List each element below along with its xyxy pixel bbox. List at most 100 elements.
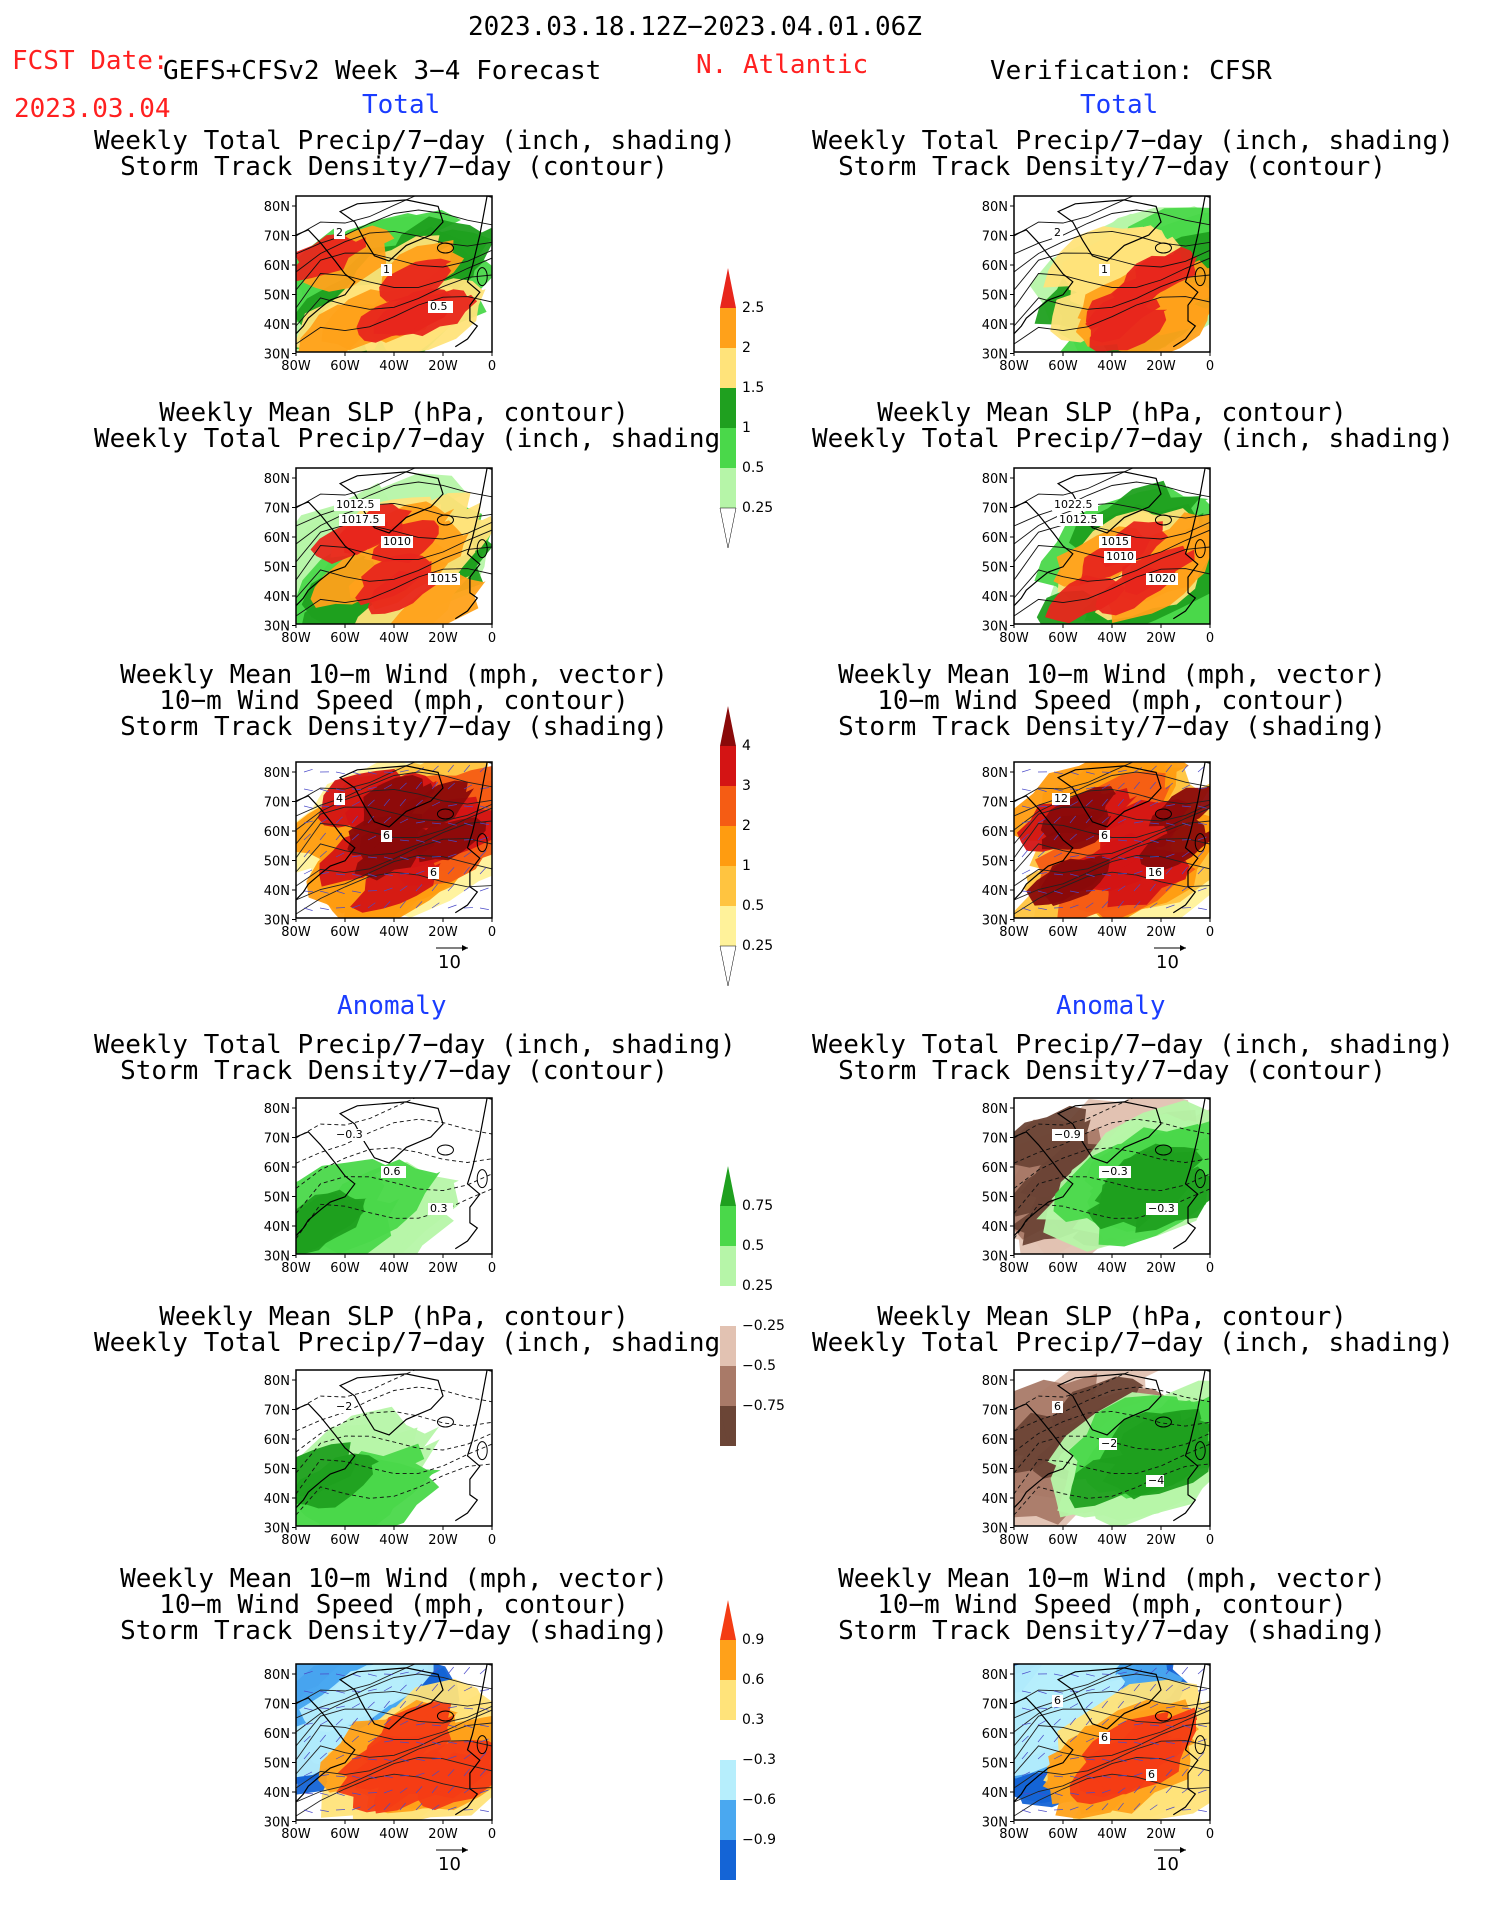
panel-title-oa_slp_precip: Weekly Mean SLP (hPa, contour)	[877, 1302, 1347, 1332]
lat-tick-label: 60N	[982, 1161, 1008, 1176]
lon-tick-label: 0	[488, 1533, 496, 1548]
contour-label: −0.3	[1148, 1202, 1175, 1215]
colorbar-label: 0.5	[742, 1238, 764, 1254]
lat-tick-label: 70N	[982, 1132, 1008, 1147]
panel-title-fa_wind_track: Storm Track Density/7−day (shading)	[120, 1616, 668, 1646]
lon-tick-label: 60W	[1048, 631, 1078, 646]
lat-tick-label: 80N	[264, 1102, 290, 1117]
lat-tick-label: 40N	[982, 1220, 1008, 1235]
lon-tick-label: 40W	[379, 631, 409, 646]
lon-tick-label: 0	[1206, 631, 1214, 646]
lat-tick-label: 60N	[264, 1161, 290, 1176]
colorbar-label: −0.75	[742, 1398, 785, 1414]
lat-tick-label: 80N	[982, 766, 1008, 781]
panel-title-fc_wind_track: 10−m Wind Speed (mph, contour)	[159, 686, 629, 716]
model-label: GEFS+CFSv2 Week 3−4 Forecast	[163, 56, 602, 86]
colorbar-label: −0.3	[742, 1752, 776, 1768]
lat-tick-label: 30N	[264, 348, 290, 363]
lat-tick-label: 30N	[264, 1816, 290, 1831]
colorbar-precip_total: 2.5 2 1.5 1 0.5 0.25	[719, 268, 773, 549]
lat-tick-label: 30N	[982, 1522, 1008, 1537]
panel-title-ob_wind_track: Weekly Mean 10−m Wind (mph, vector)	[838, 660, 1386, 690]
lon-tick-label: 0	[1206, 1261, 1214, 1276]
lat-tick-label: 30N	[982, 1250, 1008, 1265]
panel-title-oa_precip_track: Storm Track Density/7−day (contour)	[838, 1056, 1386, 1086]
lat-tick-label: 80N	[264, 200, 290, 215]
panel-title-fc_slp_precip: Weekly Total Precip/7−day (inch, shading…	[94, 424, 736, 454]
contour-label: 1015	[430, 572, 458, 585]
lat-tick-label: 50N	[982, 1757, 1008, 1772]
colorbar-label: 2	[742, 818, 751, 834]
colorbar-label: −0.25	[742, 1318, 785, 1334]
lat-tick-label: 40N	[264, 884, 290, 899]
lat-tick-label: 80N	[982, 1102, 1008, 1117]
section-anomaly-right: Anomaly	[1056, 991, 1166, 1021]
lat-tick-label: 70N	[264, 1698, 290, 1713]
lon-tick-label: 80W	[281, 1827, 311, 1842]
panel-title-fa_precip_track: Storm Track Density/7−day (contour)	[120, 1056, 668, 1086]
lon-tick-label: 40W	[379, 359, 409, 374]
colorbar-track_anom: 0.9 0.6 0.3 −0.3 −0.6 −0.9	[720, 1600, 776, 1880]
lat-tick-label: 80N	[264, 1374, 290, 1389]
lon-tick-label: 80W	[281, 925, 311, 940]
contour-label: 6	[1054, 1694, 1061, 1707]
lat-tick-label: 40N	[982, 318, 1008, 333]
lon-tick-label: 20W	[428, 1533, 458, 1548]
panel-title-fc_precip_track: Weekly Total Precip/7−day (inch, shading…	[94, 126, 736, 156]
lat-tick-label: 40N	[264, 318, 290, 333]
lon-tick-label: 20W	[1146, 631, 1176, 646]
colorbar-label: 0.25	[742, 938, 773, 954]
colorbar-label: −0.5	[742, 1358, 776, 1374]
lat-tick-label: 40N	[982, 884, 1008, 899]
lat-tick-label: 70N	[982, 796, 1008, 811]
lon-tick-label: 60W	[1048, 359, 1078, 374]
lon-tick-label: 80W	[281, 1261, 311, 1276]
contour-label: 6	[383, 829, 390, 842]
lon-tick-label: 60W	[330, 631, 360, 646]
lon-tick-label: 0	[1206, 359, 1214, 374]
lon-tick-label: 60W	[1048, 1827, 1078, 1842]
lat-tick-label: 80N	[982, 1668, 1008, 1683]
panel-title-fc_wind_track: Weekly Mean 10−m Wind (mph, vector)	[120, 660, 668, 690]
lat-tick-label: 60N	[982, 1727, 1008, 1742]
panel-title-fa_slp_precip: Weekly Total Precip/7−day (inch, shading…	[94, 1328, 736, 1358]
panel-title-ob_slp_precip: Weekly Mean SLP (hPa, contour)	[877, 398, 1347, 428]
contour-label: −2	[336, 1400, 352, 1413]
map-panel-ob_slp_precip: 1022.5 1015 1020 1012.5 1010 80N 70N 60N 50N 40N 3…	[982, 467, 1214, 646]
lat-tick-label: 40N	[982, 1786, 1008, 1801]
lon-tick-label: 0	[488, 631, 496, 646]
colorbar-label: 0.25	[742, 500, 773, 516]
panel-title-fc_slp_precip: Weekly Mean SLP (hPa, contour)	[159, 398, 629, 428]
lat-tick-label: 80N	[982, 472, 1008, 487]
panel-title-oa_slp_precip: Weekly Total Precip/7−day (inch, shading…	[812, 1328, 1454, 1358]
verification-label: Verification: CFSR	[990, 56, 1272, 86]
region-label: N. Atlantic	[696, 50, 869, 80]
lat-tick-label: 50N	[982, 855, 1008, 870]
panel-title-ob_wind_track: 10−m Wind Speed (mph, contour)	[877, 686, 1347, 716]
colorbar-label: 0.5	[742, 898, 764, 914]
contour-label: −0.3	[1101, 1165, 1128, 1178]
panel-title-oa_precip_track: Weekly Total Precip/7−day (inch, shading…	[812, 1030, 1454, 1060]
lon-tick-label: 20W	[1146, 925, 1176, 940]
lat-tick-label: 50N	[264, 1757, 290, 1772]
lat-tick-label: 80N	[982, 1374, 1008, 1389]
contour-label: 6	[1054, 1400, 1061, 1413]
lon-tick-label: 40W	[1097, 925, 1127, 940]
vector-reference-label: 10	[1156, 952, 1179, 973]
map-panel-fc_slp_precip: 1012.5 1010 1015 1017.5 80N 70N 60N 50N 40N 30N80…	[264, 467, 496, 646]
lon-tick-label: 80W	[999, 631, 1029, 646]
contour-label: 1012.5	[336, 498, 375, 511]
lon-tick-label: 40W	[379, 1827, 409, 1842]
contour-label: 6	[1101, 829, 1108, 842]
colorbar-label: 0.6	[742, 1672, 764, 1688]
panel-title-oa_wind_track: 10−m Wind Speed (mph, contour)	[877, 1590, 1347, 1620]
panel-title-oa_wind_track: Storm Track Density/7−day (shading)	[838, 1616, 1386, 1646]
lat-tick-label: 60N	[982, 825, 1008, 840]
